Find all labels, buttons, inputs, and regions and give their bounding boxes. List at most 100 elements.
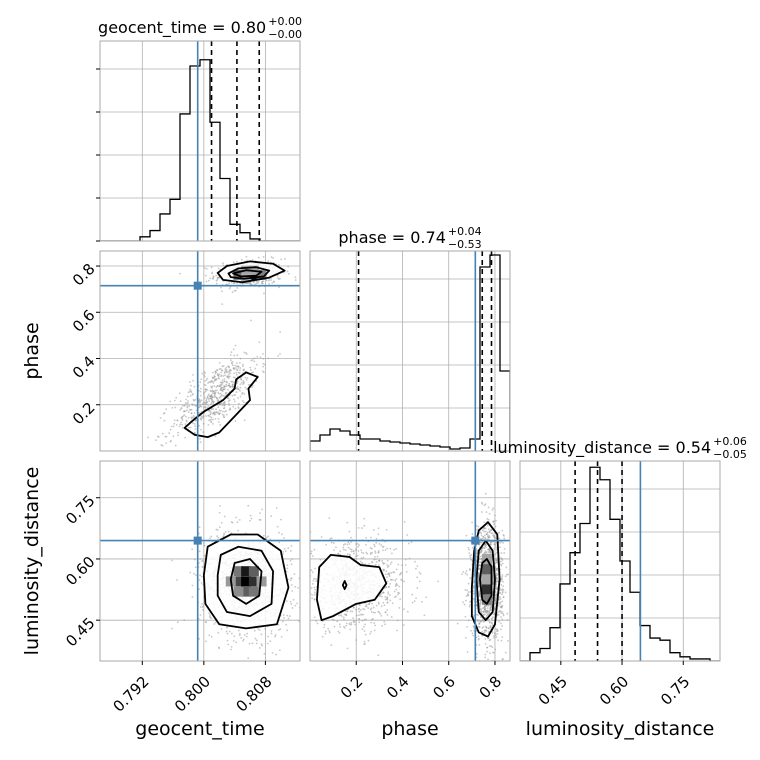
sample-point (391, 602, 394, 605)
sample-point (277, 277, 279, 279)
sample-point (234, 367, 237, 369)
sample-point (330, 644, 333, 647)
sample-point (213, 379, 216, 382)
sample-point (208, 634, 211, 637)
sample-point (486, 524, 489, 527)
sample-point (400, 564, 403, 567)
sample-point (192, 379, 194, 382)
sample-point (289, 600, 292, 603)
sample-point (203, 394, 205, 396)
sample-point (198, 398, 201, 401)
sample-point (236, 521, 239, 524)
sample-point (217, 406, 220, 409)
sample-point (329, 537, 332, 540)
sample-point (229, 354, 232, 356)
sample-point (484, 610, 487, 612)
title-phase: phase = 0.74 (338, 228, 445, 247)
sample-point (471, 521, 473, 524)
sample-point (377, 654, 380, 657)
sample-point (202, 422, 205, 425)
sample-point (228, 366, 230, 369)
sample-point (262, 365, 265, 368)
sample-point (193, 385, 196, 388)
sample-point (217, 646, 220, 649)
sample-point (415, 597, 417, 600)
sample-point (187, 416, 190, 419)
sample-point (220, 394, 223, 396)
sample-point (297, 586, 299, 589)
sample-point (210, 635, 213, 638)
sample-point (200, 417, 202, 420)
sample-point (390, 616, 393, 618)
sample-point (342, 548, 345, 551)
sample-point (220, 374, 223, 377)
sample-point (290, 577, 293, 580)
title-luminosity_distance: luminosity_distance = 0.54 (493, 438, 711, 458)
sample-point (191, 393, 194, 396)
sample-point (501, 591, 504, 594)
sample-point (204, 380, 206, 382)
sample-point (210, 408, 213, 410)
sample-point (222, 381, 224, 384)
sample-point (360, 551, 363, 554)
sample-point (238, 402, 240, 405)
sample-point (240, 258, 243, 261)
sample-point (154, 439, 157, 442)
sample-point (384, 598, 387, 601)
sample-point (388, 575, 391, 578)
sample-point (217, 376, 220, 379)
sample-point (209, 381, 212, 384)
sample-point (483, 671, 485, 673)
sample-point (270, 630, 273, 632)
density-cell (481, 584, 492, 595)
hist-panel-geocent_time: geocent_time = 0.80 +0.00−0.00 (96, 15, 302, 242)
sample-point (171, 559, 174, 562)
sample-point (221, 365, 224, 368)
sample-point (369, 632, 371, 635)
sample-point (386, 559, 389, 562)
sample-point (240, 381, 243, 384)
sample-point (208, 279, 210, 282)
sample-point (207, 409, 210, 412)
sample-point (274, 634, 277, 636)
sample-point (377, 533, 380, 536)
sample-point (234, 364, 237, 367)
sample-point (238, 518, 241, 521)
hist-content (520, 461, 720, 661)
sample-point (165, 442, 168, 445)
sample-point (221, 303, 224, 306)
sample-point (225, 369, 228, 371)
sample-point (296, 602, 298, 605)
sample-point (165, 408, 168, 411)
sample-point (484, 530, 487, 533)
sample-point (362, 552, 365, 555)
sample-point (176, 621, 179, 624)
sample-point (321, 635, 324, 638)
sample-point (275, 507, 278, 509)
sample-point (469, 556, 472, 559)
sample-point (349, 610, 352, 613)
sample-point (493, 636, 496, 639)
sample-point (462, 601, 464, 604)
sample-point (216, 535, 218, 538)
sample-point (331, 618, 334, 621)
sample-point (495, 636, 498, 638)
sample-point (363, 640, 366, 643)
sample-point (493, 536, 496, 539)
sample-point (490, 532, 493, 535)
sample-point (502, 580, 505, 583)
sample-point (270, 515, 273, 518)
sample-point (359, 560, 362, 563)
sample-point (384, 623, 387, 626)
sample-point (500, 564, 503, 567)
sample-point (276, 274, 279, 277)
sample-point (480, 551, 483, 554)
sample-point (362, 613, 365, 616)
sample-point (484, 503, 487, 506)
sample-point (222, 407, 225, 410)
sample-point (179, 272, 182, 275)
sample-point (470, 629, 472, 632)
sample-point (193, 558, 196, 561)
sample-point (388, 586, 390, 588)
sample-point (280, 635, 283, 638)
